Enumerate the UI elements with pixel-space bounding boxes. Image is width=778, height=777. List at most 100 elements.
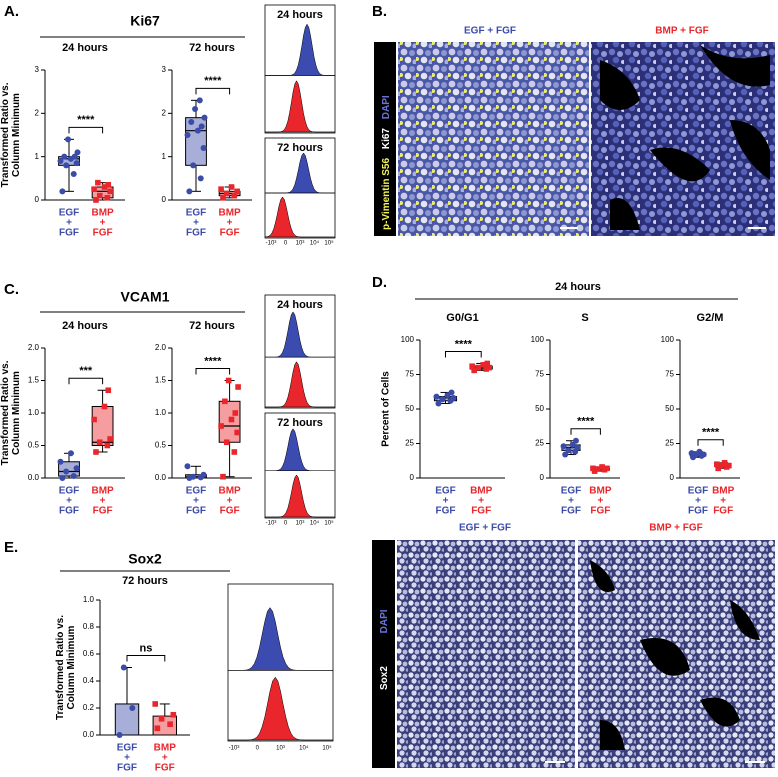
- x-tick-label: +: [227, 218, 233, 229]
- histogram-label: 72 hours: [277, 142, 323, 154]
- chart-subtitle: S: [581, 312, 588, 324]
- data-point: [439, 396, 446, 403]
- panel-label: C.: [4, 281, 19, 298]
- x-tick-label: FGF: [220, 506, 240, 517]
- x-tick-label: +: [443, 496, 449, 507]
- y-axis-label: Transformed Ratio vs.: [0, 360, 11, 465]
- micrograph: [591, 42, 775, 236]
- data-point: [96, 192, 103, 199]
- data-point: [91, 416, 97, 423]
- data-point: [95, 179, 101, 186]
- x-tick-label: +: [162, 753, 168, 764]
- data-point: [63, 468, 70, 475]
- panel-title: Ki67: [130, 13, 160, 29]
- x-tick-label: +: [193, 496, 199, 507]
- significance-bracket: [68, 126, 104, 134]
- data-point: [104, 442, 111, 449]
- x-tick-label: FGF: [59, 228, 79, 239]
- y-tick-label: 2.0: [155, 343, 167, 352]
- histogram-tick-label: 10⁵: [324, 520, 334, 527]
- x-tick-label: FGF: [220, 228, 240, 239]
- x-tick-label: BMP: [218, 208, 241, 219]
- y-tick-label: 0.6: [83, 649, 95, 658]
- data-point: [198, 123, 205, 130]
- y-axis-label: Transformed Ratio vs.: [0, 82, 11, 187]
- y-tick-label: 0.2: [83, 703, 95, 712]
- data-point: [718, 462, 724, 469]
- data-point: [560, 443, 567, 450]
- x-tick-label: BMP: [712, 486, 735, 497]
- x-tick-label: BMP: [91, 486, 114, 497]
- panel-label: E.: [4, 539, 18, 556]
- significance-label: ***: [79, 365, 93, 377]
- y-tick-label: 0.8: [83, 622, 95, 631]
- data-point: [450, 394, 457, 401]
- histogram-tick-label: 0: [284, 241, 288, 247]
- x-tick-label: +: [100, 496, 106, 507]
- data-point: [590, 465, 596, 472]
- chart-subtitle: 72 hours: [189, 42, 235, 54]
- y-tick-label: 0.0: [155, 473, 167, 482]
- data-point: [101, 403, 108, 410]
- x-tick-label: EGF: [59, 208, 80, 219]
- significance-bracket: [195, 368, 231, 375]
- x-tick-label: FGF: [117, 763, 137, 772]
- x-tick-label: +: [66, 496, 72, 507]
- stain-strip: [374, 42, 396, 236]
- chart-subtitle: 72 hours: [189, 320, 235, 332]
- data-point: [486, 364, 493, 371]
- data-point: [721, 460, 728, 466]
- x-tick-label: BMP: [589, 486, 612, 497]
- data-point: [93, 197, 99, 203]
- histogram-tick-label: 10⁵: [322, 745, 332, 752]
- histogram-tick-label: -10³: [266, 241, 277, 247]
- data-point: [73, 465, 80, 472]
- y-tick-label: 0: [410, 473, 415, 482]
- x-tick-label: EGF: [688, 486, 709, 497]
- data-point: [222, 398, 228, 405]
- data-point: [480, 362, 487, 368]
- data-point: [223, 190, 230, 197]
- x-tick-label: BMP: [218, 486, 241, 497]
- data-point: [220, 473, 226, 480]
- stain-label: p-Vimentin S56: [381, 158, 392, 230]
- image-column-label: EGF + FGF: [459, 523, 511, 534]
- data-point: [228, 416, 235, 423]
- significance-label: ****: [204, 75, 222, 87]
- data-point: [73, 160, 80, 167]
- x-tick-label: FGF: [713, 506, 733, 517]
- data-point: [223, 439, 230, 446]
- y-tick-label: 1.0: [83, 595, 95, 604]
- histogram-tick-label: 10³: [276, 746, 285, 752]
- y-tick-label: 2: [35, 108, 40, 117]
- data-point: [715, 465, 722, 472]
- data-point: [565, 447, 572, 454]
- data-point: [197, 175, 204, 182]
- y-tick-label: 0.0: [28, 473, 40, 482]
- data-point: [129, 705, 136, 711]
- data-point: [105, 387, 112, 394]
- histogram-curve: [264, 196, 335, 238]
- y-tick-label: 3: [162, 65, 167, 74]
- histogram-tick-label: -10³: [266, 521, 277, 527]
- x-tick-label: BMP: [470, 486, 493, 497]
- histogram-label: 24 hours: [277, 9, 323, 21]
- significance-bracket: [126, 655, 166, 662]
- image-column-label: BMP + FGF: [655, 26, 708, 37]
- data-point: [201, 114, 208, 121]
- data-point: [604, 465, 610, 472]
- stain-labels: Sox2 DAPI: [379, 609, 390, 690]
- data-point: [562, 451, 569, 458]
- data-point: [105, 182, 112, 188]
- y-axis-label: Percent of Cells: [381, 371, 392, 447]
- x-tick-label: FGF: [561, 506, 581, 517]
- y-tick-label: 1.0: [155, 408, 167, 417]
- data-point: [192, 106, 199, 112]
- data-point: [696, 448, 703, 455]
- data-point: [93, 449, 99, 455]
- histogram-tick-label: 10³: [296, 521, 305, 527]
- significance-label: ****: [702, 427, 720, 439]
- data-point: [194, 127, 201, 134]
- data-point: [186, 188, 193, 195]
- y-axis-label: Transformed Ratio vs.: [55, 615, 66, 720]
